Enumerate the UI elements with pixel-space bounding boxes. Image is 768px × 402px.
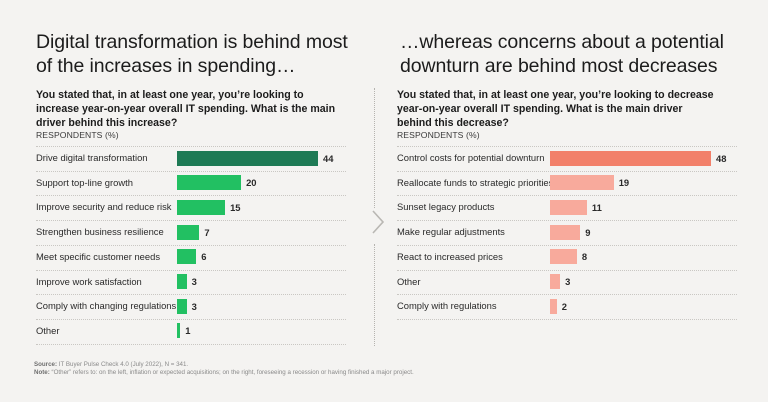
- right-bar: [550, 274, 561, 289]
- left-category-label: Improve security and reduce risk: [36, 201, 172, 213]
- right-value-label: 2: [561, 300, 567, 312]
- source-label: Source:: [34, 361, 58, 368]
- left-gridline: [36, 220, 346, 222]
- left-value-label: 44: [323, 152, 334, 164]
- left-value-label: 6: [201, 251, 207, 263]
- left-category-label: Improve work satisfaction: [36, 275, 142, 287]
- left-bar: [177, 274, 187, 289]
- left-value-label: 15: [230, 201, 241, 213]
- right-bar: [550, 298, 557, 314]
- left-bar: [177, 323, 181, 339]
- left-value-label: 3: [191, 300, 197, 312]
- source-text: IT Buyer Pulse Check 4.0 (July 2022), N …: [57, 361, 189, 368]
- right-category-label: Other: [397, 275, 421, 287]
- right-category-label: Make regular adjustments: [397, 226, 505, 238]
- left-bar: [177, 224, 200, 240]
- left-bar: [177, 150, 318, 166]
- left-value-label: 7: [204, 226, 210, 238]
- left-bar: [177, 199, 226, 215]
- left-value-label: 3: [191, 276, 197, 287]
- right-value-label: 8: [581, 251, 588, 263]
- right-category-label: React to increased prices: [397, 250, 503, 262]
- left-gridline: [36, 244, 346, 246]
- right-category-label: Control costs for potential downturn: [397, 152, 545, 163]
- left-gridline: [36, 343, 346, 345]
- right-bar: [550, 150, 711, 166]
- left-gridline: [36, 146, 346, 147]
- right-gridline: [397, 220, 737, 222]
- right-gridline: [397, 170, 737, 172]
- left-category-label: Drive digital transformation: [36, 152, 148, 163]
- right-bar: [550, 175, 614, 191]
- left-category-label: Other: [36, 324, 60, 336]
- right-gridline: [397, 244, 737, 246]
- left-category-label: Comply with changing regulations: [36, 300, 177, 312]
- right-value-label: 9: [585, 226, 591, 238]
- left-category-label: Strengthen business resilience: [36, 226, 164, 238]
- left-chart-title: Digital transformation is behind most of…: [36, 31, 348, 77]
- right-value-label: 48: [716, 152, 727, 164]
- left-value-label: 1: [185, 325, 191, 337]
- right-gridline: [397, 146, 737, 147]
- left-value-label: 20: [246, 177, 257, 189]
- left-question: You stated that, in at least one year, y…: [36, 89, 336, 129]
- note-text: “Other” refers to: on the left, inflatio…: [49, 369, 414, 376]
- right-chart-title: …whereas concerns about a potential down…: [400, 31, 724, 77]
- chevron-right-icon: [372, 210, 385, 234]
- left-gridline: [36, 269, 346, 271]
- right-bar: [550, 199, 587, 215]
- right-question: You stated that, in at least one year, y…: [397, 89, 714, 129]
- note-label: Note:: [34, 369, 50, 376]
- right-gridline: [397, 195, 737, 197]
- left-category-label: Support top-line growth: [36, 176, 133, 188]
- panel-divider-bottom: [374, 244, 375, 346]
- panel-divider-top: [374, 88, 375, 208]
- right-value-label: 11: [591, 201, 602, 213]
- left-gridline: [36, 195, 346, 197]
- right-gridline: [397, 294, 737, 296]
- left-gridline: [36, 170, 346, 172]
- right-category-label: Comply with regulations: [397, 300, 497, 312]
- right-bar: [550, 224, 581, 240]
- left-bar: [177, 298, 187, 314]
- right-gridline: [397, 318, 737, 320]
- right-category-label: Sunset legacy products: [397, 201, 495, 213]
- left-bar: [177, 175, 242, 191]
- left-category-label: Meet specific customer needs: [36, 250, 161, 262]
- footer-source: Source: IT Buyer Pulse Check 4.0 (July 2…: [34, 360, 188, 369]
- right-bar: [550, 249, 577, 265]
- right-category-label: Reallocate funds to strategic priorities: [397, 176, 554, 188]
- right-bar-chart: Control costs for potential downturn 48 Re…: [397, 146, 737, 346]
- left-gridline: [36, 318, 346, 320]
- right-gridline: [397, 269, 737, 271]
- right-value-label: 3: [565, 276, 571, 287]
- left-bar: [177, 249, 197, 265]
- right-axis-label: RESPONDENTS (%): [397, 130, 480, 140]
- right-value-label: 19: [618, 177, 630, 189]
- left-axis-label: RESPONDENTS (%): [36, 130, 119, 140]
- left-gridline: [36, 294, 346, 296]
- left-bar-chart: Drive digital transformation 44 Support to…: [36, 146, 346, 346]
- footer-note: Note: “Other” refers to: on the left, in…: [34, 368, 414, 377]
